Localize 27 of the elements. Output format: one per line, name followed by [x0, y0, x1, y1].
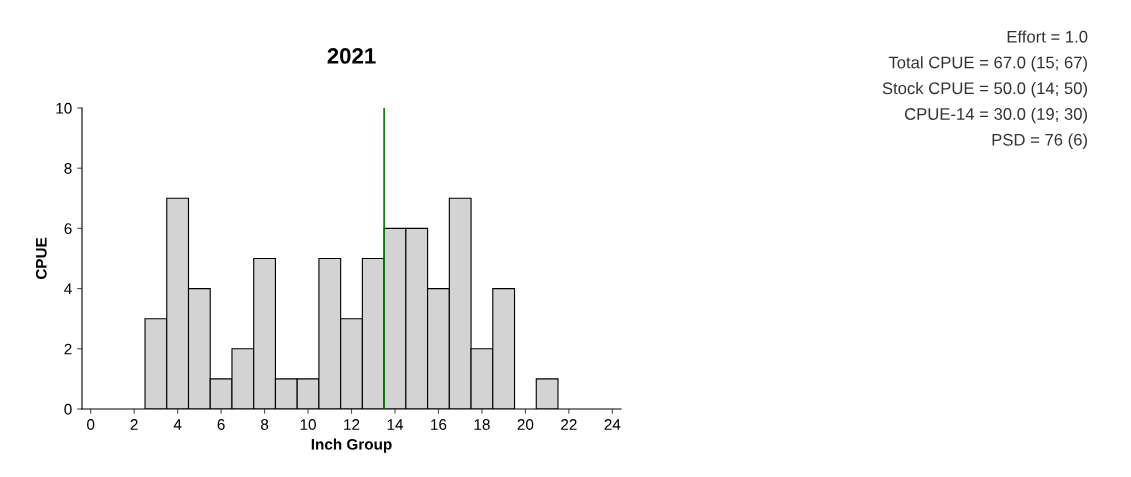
x-tick-label: 8	[260, 419, 269, 430]
y-tick-label: 10	[56, 102, 72, 114]
y-tick-label: 4	[64, 283, 72, 295]
text: Stock CPUE = 50.0 (14; 50)	[882, 81, 1087, 98]
x-tick-label: 12	[344, 419, 360, 430]
y-tick-label: 0	[64, 403, 72, 415]
x-tick-label: 10	[300, 419, 316, 430]
chart-title: 2021	[327, 48, 376, 64]
y-tick-label: 8	[64, 163, 72, 174]
x-axis-title: Inch Group	[311, 438, 392, 453]
y-tick-label: 6	[64, 223, 72, 235]
x-tick-label: 22	[561, 419, 577, 430]
x-tick-label: 16	[431, 419, 447, 430]
x-tick-label: 4	[173, 419, 182, 430]
y-axis-title: CPUE	[35, 237, 47, 280]
x-tick-label: 6	[217, 419, 225, 430]
text: CPUE-14 = 30.0 (19; 30)	[904, 107, 1087, 124]
y-tick-label: 2	[64, 343, 72, 355]
text: Total CPUE = 67.0 (15; 67)	[888, 56, 1087, 72]
x-tick-label: 20	[517, 419, 534, 430]
x-tick-label: 0	[87, 419, 95, 430]
x-tick-label: 18	[474, 419, 490, 430]
x-tick-label: 14	[387, 419, 404, 430]
x-tick-label: 24	[604, 419, 621, 430]
text: PSD = 76 (6)	[992, 133, 1087, 149]
x-tick-label: 2	[130, 419, 138, 430]
text: Effort = 1.0	[1007, 30, 1088, 43]
